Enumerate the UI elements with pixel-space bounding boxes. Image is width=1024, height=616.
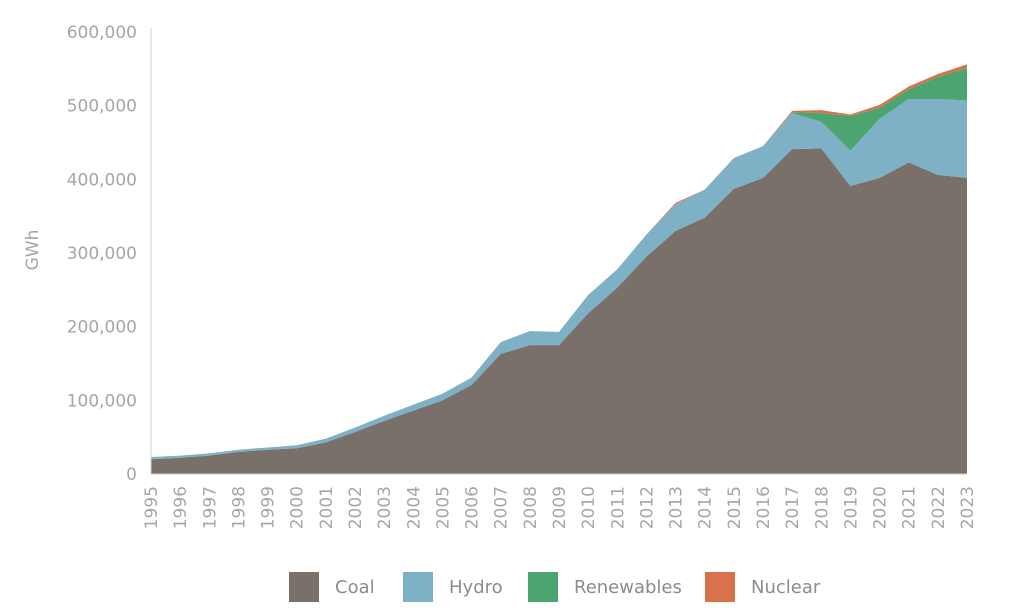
x-tick-label: 2014 [696,486,716,529]
x-tick-label: 2013 [667,486,687,529]
x-tick-label: 1996 [171,486,191,529]
chart-areas [151,64,967,475]
y-tick-label: 300,000 [67,244,137,264]
x-tick-label: 1998 [229,486,249,529]
x-tick-label: 2010 [579,486,599,529]
legend-swatch [528,572,558,602]
x-tick-label: 1997 [200,486,220,529]
chart-axes [150,28,967,475]
legend-label: Renewables [574,577,682,598]
x-tick-label: 2020 [871,486,891,529]
x-tick-label: 2017 [783,486,803,529]
y-tick-label: 100,000 [67,391,137,411]
area-nuclear [151,64,967,458]
x-tick-label: 2003 [375,486,395,529]
y-tick-label: 600,000 [67,23,137,43]
area-hydro [151,99,967,460]
area-coal [151,148,967,475]
legend-swatch [705,572,735,602]
y-tick-label: 400,000 [67,170,137,190]
x-tick-label: 2019 [841,486,861,529]
x-tick-label: 2004 [404,486,424,529]
legend-swatch [289,572,319,602]
y-tick-label: 200,000 [67,318,137,338]
y-axis-ticks: 0 100,000 200,000 300,000 400,000 500,000 600,… [67,23,137,485]
x-tick-label: 2021 [900,486,920,529]
legend-item-coal: Coal [289,572,375,602]
x-tick-label: 2009 [550,486,570,529]
y-tick-label: 0 [126,465,137,485]
legend-label: Hydro [449,577,503,598]
legend-label: Coal [335,577,375,598]
x-tick-label: 2012 [637,486,657,529]
legend-label: Nuclear [751,577,821,598]
x-tick-label: 1999 [259,486,279,529]
x-tick-label: 2023 [958,486,978,529]
x-tick-label: 2001 [317,486,337,529]
area-renewables [151,68,967,458]
x-tick-label: 2000 [288,486,308,529]
x-tick-label: 1995 [142,486,162,529]
x-tick-label: 2002 [346,486,366,529]
legend-item-nuclear: Nuclear [705,572,821,602]
legend-item-hydro: Hydro [403,572,503,602]
x-axis-ticks: 1995 1996 1997 1998 1999 2000 2001 2002 2003 2004… [142,486,978,529]
y-axis-label: GWh [23,230,43,271]
chart-legend: Coal Hydro Renewables Nuclear [289,572,821,602]
x-tick-label: 2008 [521,486,541,529]
legend-swatch [403,572,433,602]
x-tick-label: 2006 [463,486,483,529]
x-tick-label: 2022 [929,486,949,529]
x-tick-label: 2015 [725,486,745,529]
x-tick-label: 2011 [608,486,628,529]
x-tick-label: 2018 [812,486,832,529]
legend-item-renewables: Renewables [528,572,682,602]
x-tick-label: 2007 [492,486,512,529]
x-tick-label: 2005 [433,486,453,529]
y-tick-label: 500,000 [67,97,137,117]
x-tick-label: 2016 [754,486,774,529]
